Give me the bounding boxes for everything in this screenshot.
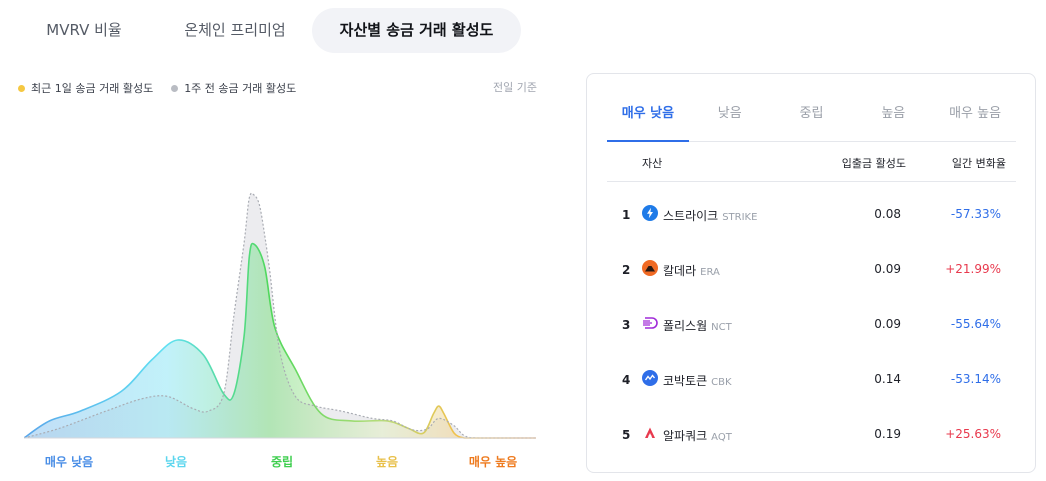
activity-value: 0.09 — [874, 262, 901, 276]
asset-name: 스트라이크 STRIKE — [663, 207, 757, 224]
activity-value: 0.08 — [874, 207, 901, 221]
asset-symbol: CBK — [711, 377, 732, 388]
row-rank: 4 — [622, 373, 631, 387]
change-value: -57.33% — [950, 207, 1001, 221]
x-label-neutral: 중립 — [270, 455, 294, 469]
row-rank: 3 — [622, 318, 631, 332]
activity-value: 0.19 — [874, 427, 901, 441]
row-rank: 1 — [622, 208, 631, 222]
wave-icon — [642, 370, 658, 386]
asset-name-text: 스트라이크 — [663, 209, 719, 223]
basis-note: 전일 기준 — [493, 81, 537, 94]
ranking-panel: 매우 낮음 낮음 중립 높음 매우 높음 자산 입출금 활성도 일간 변화율 1… — [586, 73, 1036, 473]
asset-symbol: STRIKE — [722, 212, 758, 223]
x-label-very-high: 매우 높음 — [468, 455, 518, 469]
asset-name-text: 칼데라 — [663, 264, 697, 278]
table-row[interactable]: 2 칼데라 ERA 0.09 +21.99% — [607, 242, 1016, 297]
legend-recent: 최근 1일 송금 거래 활성도 — [18, 80, 153, 96]
panel-tab-high[interactable]: 높음 — [881, 106, 906, 121]
panel-tab-very-low[interactable]: 매우 낮음 — [607, 98, 689, 142]
asset-name: 칼데라 ERA — [663, 262, 720, 279]
top-tabs: MVRV 비율 온체인 프리미엄 자산별 송금 거래 활성도 — [10, 8, 521, 53]
legend-week: 1주 전 송금 거래 활성도 — [171, 80, 296, 96]
panel-tabs: 매우 낮음 낮음 중립 높음 매우 높음 — [607, 98, 1016, 142]
activity-value: 0.09 — [874, 317, 901, 331]
tab-onchain-premium[interactable]: 온체인 프리미엄 — [184, 21, 286, 39]
tab-mvrv[interactable]: MVRV 비율 — [46, 21, 122, 39]
asset-name: 폴리스웜 NCT — [663, 317, 732, 334]
legend-dot-week — [171, 84, 179, 92]
activity-value: 0.14 — [874, 372, 901, 386]
change-value: -53.14% — [950, 372, 1001, 386]
activity-chart — [24, 192, 536, 439]
asset-name-text: 코박토큰 — [663, 374, 708, 388]
asset-symbol: NCT — [711, 322, 732, 333]
legend-dot-recent — [18, 84, 25, 92]
chart-legend: 최근 1일 송금 거래 활성도 1주 전 송금 거래 활성도 — [18, 80, 296, 96]
alpha-icon — [645, 427, 655, 438]
header-asset: 자산 — [642, 157, 663, 170]
series-line-week — [24, 192, 536, 439]
asset-name: 알파쿼크 AQT — [663, 427, 732, 444]
series-line-recent — [24, 242, 536, 439]
table-row[interactable]: 1 스트라이크 STRIKE 0.08 -57.33% — [607, 187, 1016, 242]
asset-name-text: 알파쿼크 — [663, 429, 708, 443]
panel-tab-low[interactable]: 낮음 — [717, 106, 742, 121]
legend-label-week: 1주 전 송금 거래 활성도 — [184, 82, 297, 95]
legend-label-recent: 최근 1일 송금 거래 활성도 — [31, 82, 154, 95]
asset-name: 코박토큰 CBK — [663, 372, 732, 389]
x-label-low: 낮음 — [164, 455, 188, 469]
table-header: 자산 입출금 활성도 일간 변화율 — [607, 142, 1016, 182]
swarm-icon — [643, 317, 658, 329]
area-recent — [24, 243, 536, 438]
tab-transfer-activity[interactable]: 자산별 송금 거래 활성도 — [312, 8, 521, 53]
x-label-very-low: 매우 낮음 — [44, 455, 94, 469]
asset-symbol: AQT — [711, 432, 732, 443]
asset-name-text: 폴리스웜 — [663, 319, 708, 333]
volcano-icon — [642, 260, 658, 276]
table-row[interactable]: 3 폴리스웜 NCT 0.09 -55.64% — [607, 297, 1016, 352]
asset-table: 1 스트라이크 STRIKE 0.08 -57.33% 2 칼데라 ERA 0.09… — [607, 187, 1016, 462]
change-value: +25.63% — [945, 427, 1001, 441]
lightning-icon — [642, 205, 658, 221]
asset-symbol: ERA — [700, 267, 720, 278]
row-rank: 5 — [622, 428, 631, 442]
header-change[interactable]: 일간 변화율 — [951, 157, 1006, 170]
change-value: -55.64% — [950, 317, 1001, 331]
panel-tab-neutral[interactable]: 중립 — [799, 106, 824, 121]
header-activity[interactable]: 입출금 활성도 — [841, 157, 906, 170]
panel-tab-very-high[interactable]: 매우 높음 — [949, 106, 1002, 121]
table-row[interactable]: 4 코박토큰 CBK 0.14 -53.14% — [607, 352, 1016, 407]
x-label-high: 높음 — [375, 455, 399, 469]
row-rank: 2 — [622, 263, 631, 277]
change-value: +21.99% — [945, 262, 1001, 276]
table-row[interactable]: 5 알파쿼크 AQT 0.19 +25.63% — [607, 407, 1016, 462]
x-axis-labels: 매우 낮음 낮음 중립 높음 매우 높음 — [0, 453, 560, 471]
